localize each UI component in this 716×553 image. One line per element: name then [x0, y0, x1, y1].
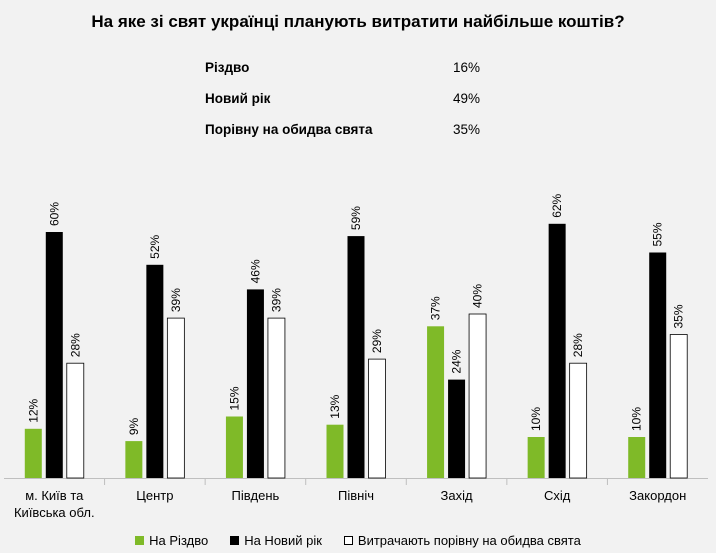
x-tick-label: Північ	[338, 488, 374, 503]
legend-label: Витрачають порівну на обидва свята	[357, 533, 581, 548]
summary-table: Різдво 16% Новий рік 49% Порівну на обид…	[205, 60, 485, 153]
bar-newyear	[146, 264, 164, 478]
data-label: 52%	[148, 234, 162, 258]
summary-row-christmas: Різдво 16%	[205, 60, 485, 91]
legend-item-equal: Витрачають порівну на обидва свята	[343, 533, 581, 548]
bar-newyear	[45, 232, 63, 478]
legend-item-christmas: На Різдво	[135, 533, 208, 548]
bar-newyear	[548, 223, 566, 478]
summary-row-equal: Порівну на обидва свята 35%	[205, 122, 485, 153]
bar-newyear	[649, 252, 667, 478]
legend-item-newyear: На Новий рік	[230, 533, 322, 548]
data-label: 12%	[26, 398, 40, 422]
bar-equal	[368, 358, 386, 479]
legend-swatch-christmas	[135, 536, 145, 545]
x-tick-label: Київська обл.	[14, 505, 95, 520]
legend-swatch-newyear	[230, 536, 240, 545]
x-tick-label: Південь	[232, 488, 280, 503]
x-tick-label: Захід	[441, 488, 473, 503]
data-label: 28%	[571, 333, 585, 357]
x-tick-label: Схід	[544, 488, 571, 503]
legend: На Різдво На Новий рік Витрачають порівн…	[0, 533, 716, 548]
legend-label: На Новий рік	[244, 533, 322, 548]
bar-equal	[468, 313, 487, 479]
bar-christmas	[225, 416, 243, 478]
bar-equal	[569, 362, 588, 479]
data-label: 28%	[68, 333, 82, 357]
data-label: 13%	[328, 394, 342, 418]
bar-newyear	[347, 236, 365, 478]
summary-row-newyear: Новий рік 49%	[205, 91, 485, 122]
summary-label: Новий рік	[205, 91, 271, 106]
bar-christmas	[125, 441, 143, 478]
data-label: 55%	[651, 222, 665, 246]
data-label: 10%	[529, 407, 543, 431]
bar-christmas	[24, 428, 42, 478]
bar-christmas	[628, 437, 646, 478]
summary-label: Порівну на обидва свята	[205, 122, 373, 137]
legend-label: На Різдво	[149, 533, 209, 548]
bar-equal	[166, 317, 185, 479]
data-label: 24%	[450, 349, 464, 373]
bar-equal	[267, 317, 286, 479]
data-label: 9%	[127, 417, 141, 435]
data-label: 37%	[429, 296, 443, 320]
summary-value: 16%	[453, 60, 481, 75]
bar-newyear	[448, 379, 466, 478]
bar-christmas	[427, 326, 445, 478]
bar-christmas	[527, 437, 545, 478]
data-label: 46%	[248, 259, 262, 283]
x-tick-label: Закордон	[629, 488, 686, 503]
data-label: 60%	[47, 202, 61, 226]
x-tick-label: Центр	[136, 488, 173, 503]
data-label: 62%	[550, 193, 564, 217]
data-label: 10%	[630, 407, 644, 431]
data-label: 15%	[227, 386, 241, 410]
data-label: 35%	[672, 304, 686, 328]
data-label: 29%	[370, 329, 384, 353]
summary-value: 35%	[453, 122, 481, 137]
chart-title: На яке зі свят українці планують витрати…	[91, 12, 625, 31]
legend-swatch-equal	[343, 536, 353, 545]
bar-christmas	[326, 424, 344, 478]
summary-value: 49%	[453, 91, 481, 106]
bar-newyear	[246, 289, 264, 478]
data-label: 39%	[169, 288, 183, 312]
data-label: 40%	[471, 284, 485, 308]
data-label: 59%	[349, 206, 363, 230]
x-tick-label: м. Київ та	[25, 488, 84, 503]
summary-label: Різдво	[205, 60, 250, 75]
bar-equal	[66, 362, 85, 479]
data-label: 39%	[269, 288, 283, 312]
bar-equal	[669, 334, 688, 479]
